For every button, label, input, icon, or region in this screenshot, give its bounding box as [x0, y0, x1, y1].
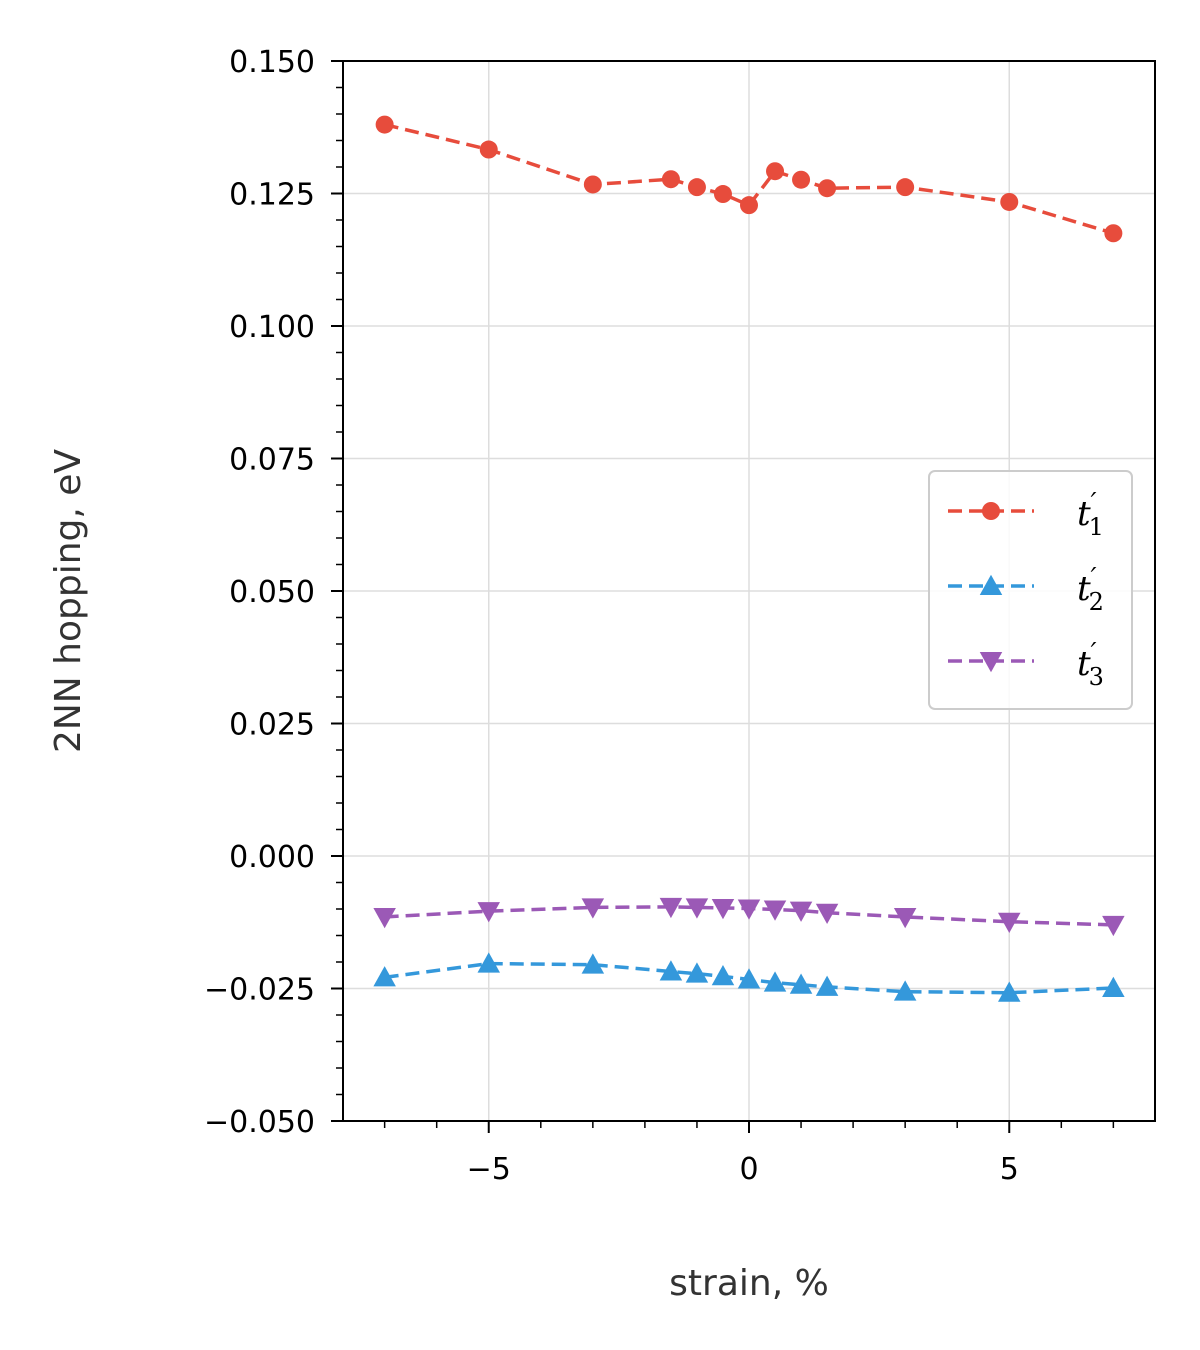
series-1-point: [375, 115, 394, 134]
series-2-point: [1102, 976, 1125, 997]
legend-item-2: t′ 2: [948, 563, 1104, 616]
series-1-point: [687, 178, 706, 197]
legend-label: t′ 1: [1077, 488, 1104, 541]
y-tick-label: 0.075: [229, 443, 315, 478]
series-2-point: [477, 952, 500, 973]
legend-marker: [979, 652, 1003, 673]
y-tick-label: 0.150: [229, 45, 315, 80]
y-tick-label: 0.050: [229, 575, 315, 610]
series-1-point: [818, 179, 837, 198]
y-tick-label: 0.000: [229, 840, 315, 875]
legend-label: t′ 3: [1077, 638, 1104, 691]
legend-item-3: t′ 3: [948, 638, 1104, 691]
y-axis-title: 2NN hopping, eV: [48, 449, 89, 753]
series-1-point: [896, 178, 915, 197]
series-1: [375, 115, 1123, 243]
series-1-point: [583, 175, 602, 194]
series-1-point: [1000, 192, 1019, 211]
series-1-point: [479, 140, 498, 159]
series-3-point: [1102, 915, 1125, 937]
series-3-point: [789, 901, 813, 922]
series-3-point: [711, 898, 735, 920]
series-2-point: [659, 960, 683, 981]
series-3-point: [477, 902, 500, 923]
series-3-point: [763, 900, 787, 921]
series-2-point: [373, 966, 396, 987]
y-tick-label: −0.050: [204, 1105, 315, 1140]
series-1-point: [661, 170, 680, 189]
y-tick-label: 0.100: [229, 310, 315, 345]
legend-item-1: t′ 1: [948, 488, 1104, 541]
x-tick-label: −5: [467, 1152, 511, 1187]
legend: t′ 1 t′ 2 t′ 3: [928, 470, 1133, 710]
legend-marker: [979, 574, 1003, 595]
series-1-point: [792, 170, 811, 189]
series-1-point: [713, 185, 732, 204]
series-2-point: [685, 962, 709, 983]
series-2-point: [893, 980, 917, 1001]
series-2: [373, 952, 1125, 1002]
series-2-point: [789, 973, 813, 994]
legend-marker: [982, 502, 1000, 520]
series-2-point: [815, 975, 839, 996]
series-1-point: [740, 196, 758, 215]
series-2-point: [581, 953, 605, 974]
series-2-point: [711, 965, 735, 986]
series-2-point: [998, 981, 1021, 1002]
series-1-point: [766, 162, 785, 181]
y-tick-label: 0.025: [229, 708, 315, 743]
series-3-point: [893, 907, 917, 929]
series-2-point: [737, 968, 761, 989]
series-layer: [373, 115, 1125, 1002]
x-tick-label: 5: [1000, 1152, 1019, 1187]
series-3-point: [581, 898, 605, 919]
legend-label: t′ 2: [1077, 563, 1104, 616]
series-3-point: [373, 907, 396, 929]
series-3-point: [685, 898, 709, 919]
y-tick-label: −0.025: [204, 973, 315, 1008]
y-tick-label: 0.125: [229, 178, 315, 213]
series-2-point: [763, 971, 787, 992]
series-3: [373, 897, 1125, 937]
legend-box: [928, 470, 1133, 710]
axis-ticks: −0.050 −0.025 0.000 0.025 0.050 0.075 0.100 0.1…: [204, 45, 1115, 1187]
series-3-point: [737, 899, 761, 920]
series-1-point: [1104, 224, 1123, 243]
series-3-point: [998, 912, 1021, 933]
x-axis-title: strain, %: [669, 1263, 829, 1304]
series-3-point: [815, 903, 839, 924]
x-tick-label: 0: [739, 1152, 758, 1187]
series-3-point: [659, 897, 683, 919]
